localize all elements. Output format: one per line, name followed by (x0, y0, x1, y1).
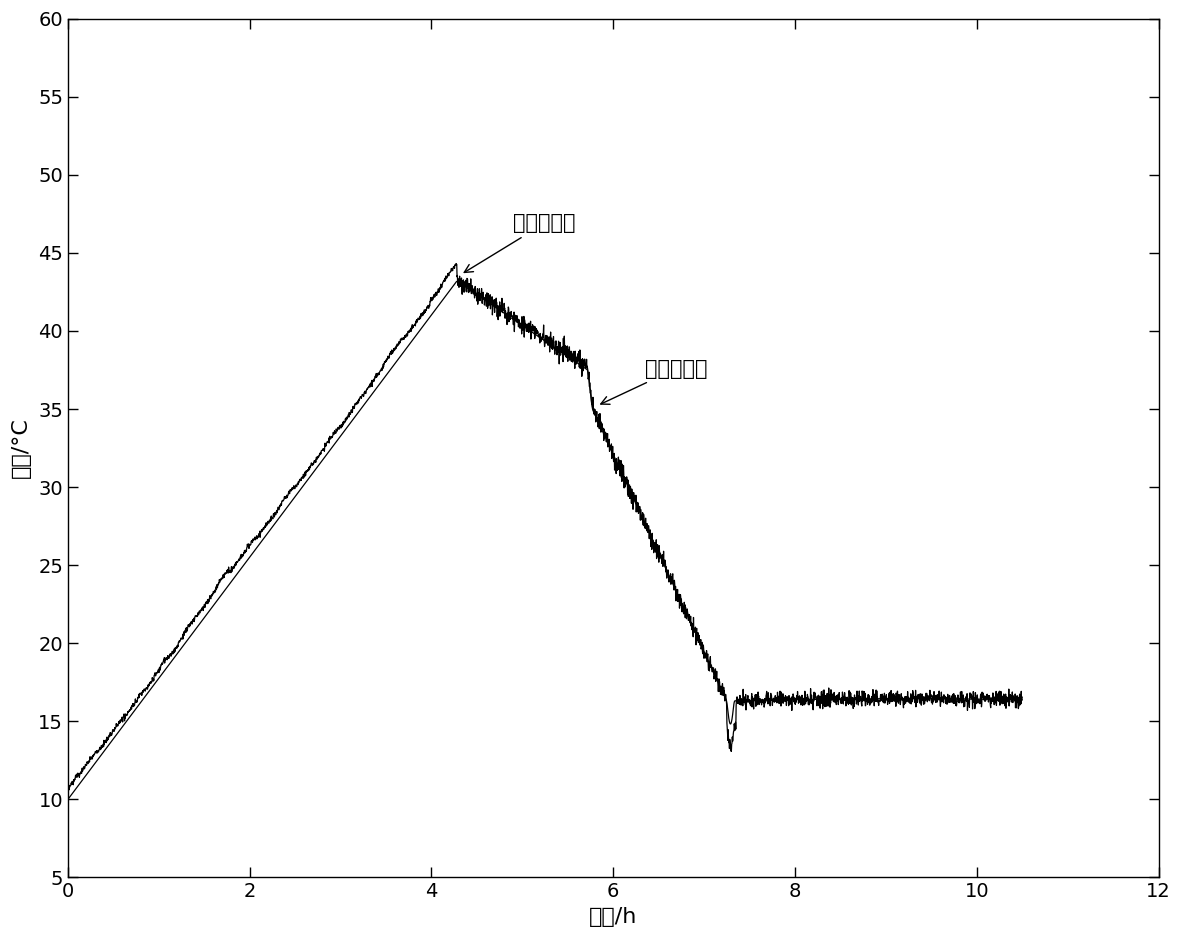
X-axis label: 时间/h: 时间/h (589, 907, 637, 927)
Text: 实际测量值: 实际测量值 (465, 214, 576, 272)
Text: 模型计算值: 模型计算值 (600, 358, 708, 404)
Y-axis label: 温度/°C: 温度/°C (11, 417, 31, 478)
